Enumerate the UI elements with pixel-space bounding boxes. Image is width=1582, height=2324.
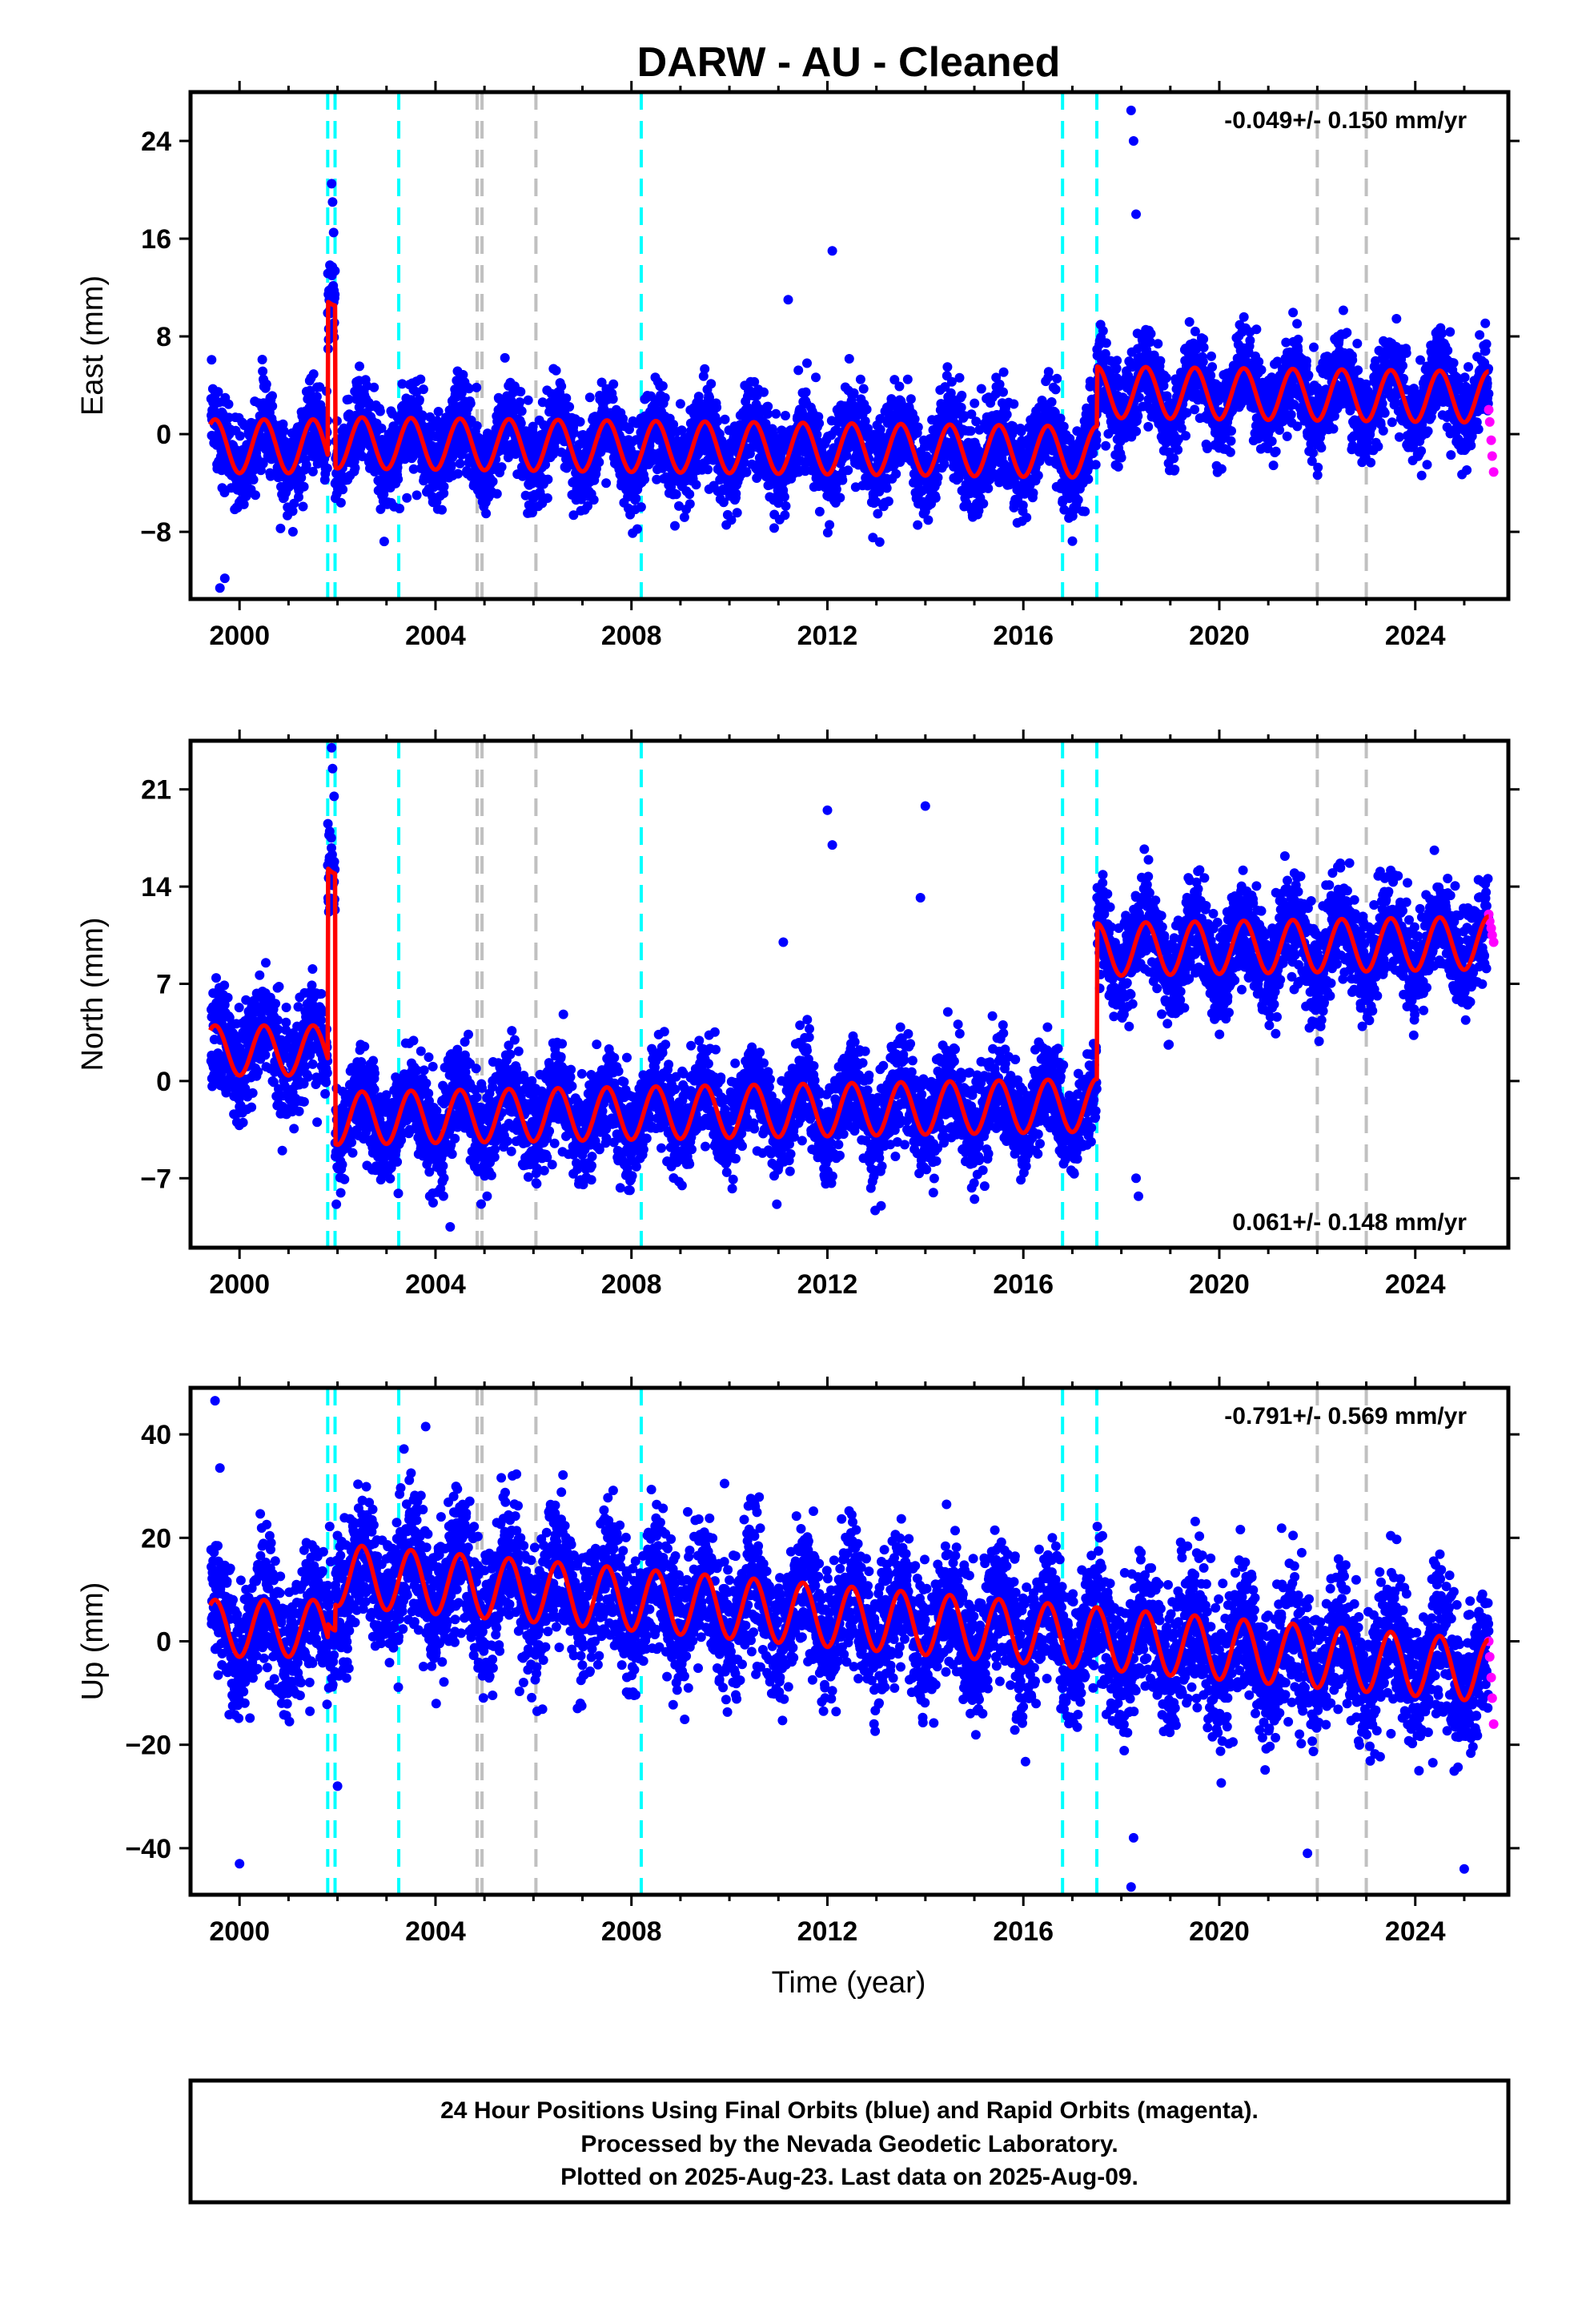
rate-label: -0.049+/- 0.150 mm/yr	[1224, 107, 1467, 134]
x-tick-label: 2024	[1385, 1916, 1446, 1947]
x-tick-label: 2000	[209, 1269, 270, 1300]
x-tick-label: 2008	[601, 1269, 662, 1300]
y-tick-label: 21	[141, 775, 171, 806]
y-tick-label: 40	[141, 1420, 171, 1450]
y-axis-label: East (mm)	[76, 275, 110, 416]
y-tick-label: −40	[125, 1834, 171, 1864]
plot-frame	[188, 90, 1511, 601]
rapid-orbit-point	[1486, 1672, 1496, 1683]
final-orbit-points	[206, 105, 1494, 593]
rapid-orbit-point	[1487, 451, 1497, 461]
x-tick-label: 2004	[405, 1916, 466, 1947]
x-tick-label: 2016	[993, 1269, 1054, 1300]
model-curve	[208, 1543, 1491, 1703]
y-tick-label: 7	[156, 969, 171, 999]
y-tick-label: 0	[156, 1627, 171, 1658]
x-tick-label: 2020	[1189, 1269, 1250, 1300]
rate-label: 0.061+/- 0.148 mm/yr	[1232, 1209, 1467, 1236]
plot-area	[206, 1388, 1499, 1895]
plot-area	[206, 92, 1499, 599]
x-tick-label: 2000	[209, 621, 270, 651]
x-tick-label: 2016	[993, 621, 1054, 651]
rate-label: -0.791+/- 0.569 mm/yr	[1224, 1403, 1467, 1429]
x-tick-label: 2020	[1189, 621, 1250, 651]
footer-box	[188, 2078, 1511, 2205]
x-tick-label: 2012	[797, 621, 858, 651]
x-axis-label: Time (year)	[772, 1966, 926, 2000]
x-tick-label: 2024	[1385, 621, 1446, 651]
x-tick-label: 2004	[405, 1269, 466, 1300]
x-tick-label: 2008	[601, 621, 662, 651]
y-tick-label: 0	[156, 420, 171, 450]
x-tick-label: 2024	[1385, 1269, 1446, 1300]
y-tick-label: −7	[140, 1164, 171, 1194]
y-tick-label: 0	[156, 1067, 171, 1097]
rapid-orbit-point	[1484, 416, 1495, 427]
y-tick-label: 14	[141, 872, 171, 903]
footer-line-3: Plotted on 2025-Aug-23. Last data on 202…	[560, 2164, 1138, 2190]
x-tick-label: 2012	[797, 1269, 858, 1300]
x-tick-label: 2004	[405, 621, 466, 651]
model-curve	[208, 300, 1491, 480]
footer-line-2: Processed by the Nevada Geodetic Laborat…	[580, 2131, 1118, 2157]
x-tick-label: 2008	[601, 1916, 662, 1947]
up-panel: 2000 2004 2008 2012 2016 2020 2024 −40 −20 0 20 40 U…	[76, 1377, 1520, 1947]
y-tick-label: −20	[125, 1731, 171, 1761]
rapid-orbit-point	[1484, 404, 1494, 415]
y-tick-label: 24	[141, 127, 171, 157]
y-axis-label: North (mm)	[76, 917, 110, 1071]
x-tick-label: 2012	[797, 1916, 858, 1947]
chart-title: DARW - AU - Cleaned	[637, 39, 1061, 86]
rapid-orbit-point	[1488, 1719, 1499, 1729]
plot-frame	[188, 738, 1511, 1250]
rapid-orbit-point	[1488, 467, 1499, 477]
model-curve	[208, 866, 1491, 1148]
x-tick-label: 2016	[993, 1916, 1054, 1947]
plot-area	[206, 741, 1499, 1248]
north-panel: 2000 2004 2008 2012 2016 2020 2024 −7 0 7 14 21 Nort…	[76, 730, 1520, 1300]
east-panel: 2000 2004 2008 2012 2016 2020 2024 −8 0 8 16 24 East…	[76, 81, 1520, 651]
x-tick-label: 2000	[209, 1916, 270, 1947]
x-tick-label: 2020	[1189, 1916, 1250, 1947]
rapid-orbit-point	[1486, 435, 1496, 445]
final-orbit-points	[206, 742, 1494, 1232]
y-tick-label: 20	[141, 1523, 171, 1554]
footer-line-1: 24 Hour Positions Using Final Orbits (bl…	[440, 2097, 1259, 2124]
y-tick-label: −8	[140, 517, 171, 548]
rapid-orbit-point	[1484, 1651, 1495, 1662]
final-orbit-points	[206, 1396, 1494, 1892]
y-tick-label: 16	[141, 224, 171, 255]
y-axis-label: Up (mm)	[76, 1582, 110, 1701]
rapid-orbit-point	[1487, 1693, 1497, 1703]
rapid-orbit-point	[1488, 937, 1499, 947]
y-tick-label: 8	[156, 322, 171, 352]
